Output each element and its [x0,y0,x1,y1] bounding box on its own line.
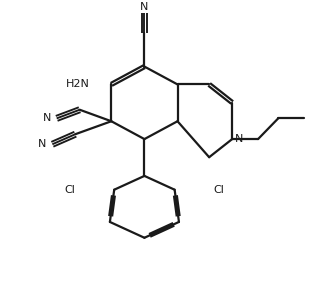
Text: N: N [38,139,46,149]
Text: N: N [235,134,243,144]
Text: Cl: Cl [64,185,75,195]
Text: N: N [140,2,149,12]
Text: N: N [42,113,51,123]
Text: Cl: Cl [213,185,224,195]
Text: H2N: H2N [66,79,90,89]
